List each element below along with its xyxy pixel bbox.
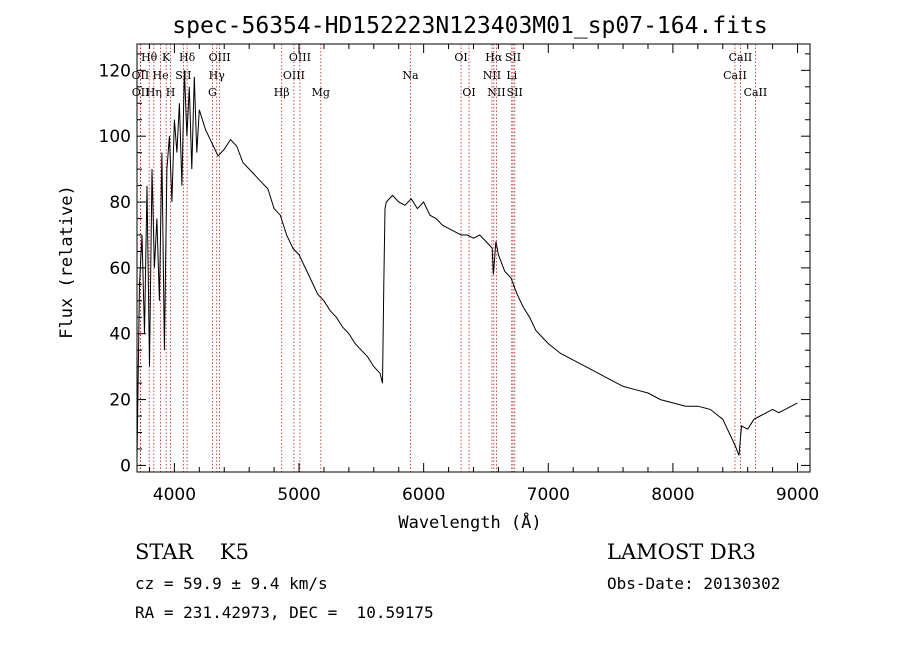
x-axis-label: Wavelength (Å) [398, 511, 541, 533]
x-tick-label: 6000 [402, 485, 445, 505]
x-tick-label: 8000 [651, 485, 694, 505]
y-tick-label: 20 [109, 391, 131, 411]
line-marker-label: Hδ [179, 51, 196, 64]
line-marker-label: OII [132, 86, 150, 99]
line-marker-label: SII [507, 86, 523, 99]
line-marker-label: Hγ [209, 69, 226, 82]
line-marker-label: Hη [146, 86, 162, 99]
coordinates-readout: RA = 231.42973, DEC = 10.59175 [135, 603, 434, 622]
y-tick-label: 80 [109, 193, 131, 213]
y-tick-label: 40 [109, 325, 131, 345]
line-marker-label: CaII [744, 86, 768, 99]
y-axis-label: Flux (relative) [57, 185, 77, 339]
line-marker-label: NII [487, 86, 505, 99]
survey-label: LAMOST DR3 [607, 540, 756, 564]
y-tick-label: 120 [99, 61, 131, 81]
x-tick-label: 4000 [153, 485, 196, 505]
plot-frame [136, 43, 811, 473]
line-marker-label: CaII [723, 69, 747, 82]
x-tick-label: 9000 [776, 485, 819, 505]
line-marker-label: Li [506, 69, 517, 82]
line-marker-label: OI [454, 51, 467, 64]
line-marker-label: Hβ [274, 86, 290, 99]
line-marker-label: Na [402, 69, 419, 82]
line-marker-label: Hα [485, 51, 503, 64]
line-marker-label: OIII [289, 51, 311, 64]
line-marker-label: Mg [312, 86, 330, 99]
axis-ticks: 4000 5000 6000 7000 8000 9000 0 20 40 60 80 100 120 [99, 44, 819, 505]
line-marker-label: SII [505, 51, 521, 64]
line-marker-label: OIII [209, 51, 231, 64]
line-marker-label: Hθ [141, 51, 158, 64]
line-marker-label: SII [175, 69, 191, 82]
x-tick-label: 5000 [277, 485, 320, 505]
line-marker-label: OIII [283, 69, 305, 82]
y-tick-label: 0 [120, 456, 131, 476]
line-marker-label: He [153, 69, 169, 82]
x-tick-label: 7000 [527, 485, 570, 505]
object-class-label: STAR K5 [135, 540, 249, 564]
line-marker-label: NII [483, 69, 501, 82]
line-marker-label: H [166, 86, 176, 99]
line-marker-label: K [162, 51, 171, 64]
y-tick-label: 60 [109, 259, 131, 279]
spectrum-series-line [136, 70, 798, 459]
line-marker-label: CaII [729, 51, 753, 64]
redshift-readout: cz = 59.9 ± 9.4 km/s [135, 574, 328, 593]
chart-title: spec-56354-HD152223N123403M01_sp07-164.f… [172, 13, 767, 39]
obs-date-readout: Obs-Date: 20130302 [607, 574, 781, 593]
line-marker-label: G [208, 86, 217, 99]
y-tick-label: 100 [99, 127, 131, 147]
line-marker-label: OI [462, 86, 475, 99]
